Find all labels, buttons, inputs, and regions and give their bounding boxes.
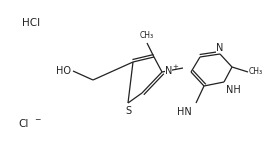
Text: S: S bbox=[125, 106, 131, 116]
Text: −: − bbox=[34, 115, 40, 125]
Text: NH: NH bbox=[226, 85, 241, 95]
Text: HCl: HCl bbox=[22, 18, 40, 28]
Text: HO: HO bbox=[56, 66, 71, 76]
Text: Cl: Cl bbox=[18, 119, 28, 129]
Text: CH₃: CH₃ bbox=[249, 67, 263, 77]
Text: CH₃: CH₃ bbox=[140, 31, 154, 40]
Text: +: + bbox=[172, 64, 178, 70]
Text: N: N bbox=[165, 66, 172, 76]
Text: HN: HN bbox=[177, 107, 192, 117]
Text: N: N bbox=[216, 43, 224, 53]
